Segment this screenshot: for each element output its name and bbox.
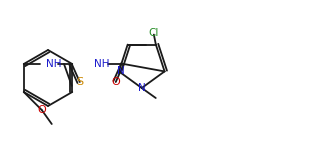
Text: O: O [37, 105, 46, 115]
Text: N: N [117, 66, 125, 76]
Text: S: S [76, 77, 83, 87]
Text: NH: NH [46, 59, 61, 69]
Text: Cl: Cl [149, 28, 159, 38]
Text: NH: NH [94, 59, 109, 69]
Text: N: N [138, 83, 146, 93]
Text: O: O [111, 77, 120, 87]
